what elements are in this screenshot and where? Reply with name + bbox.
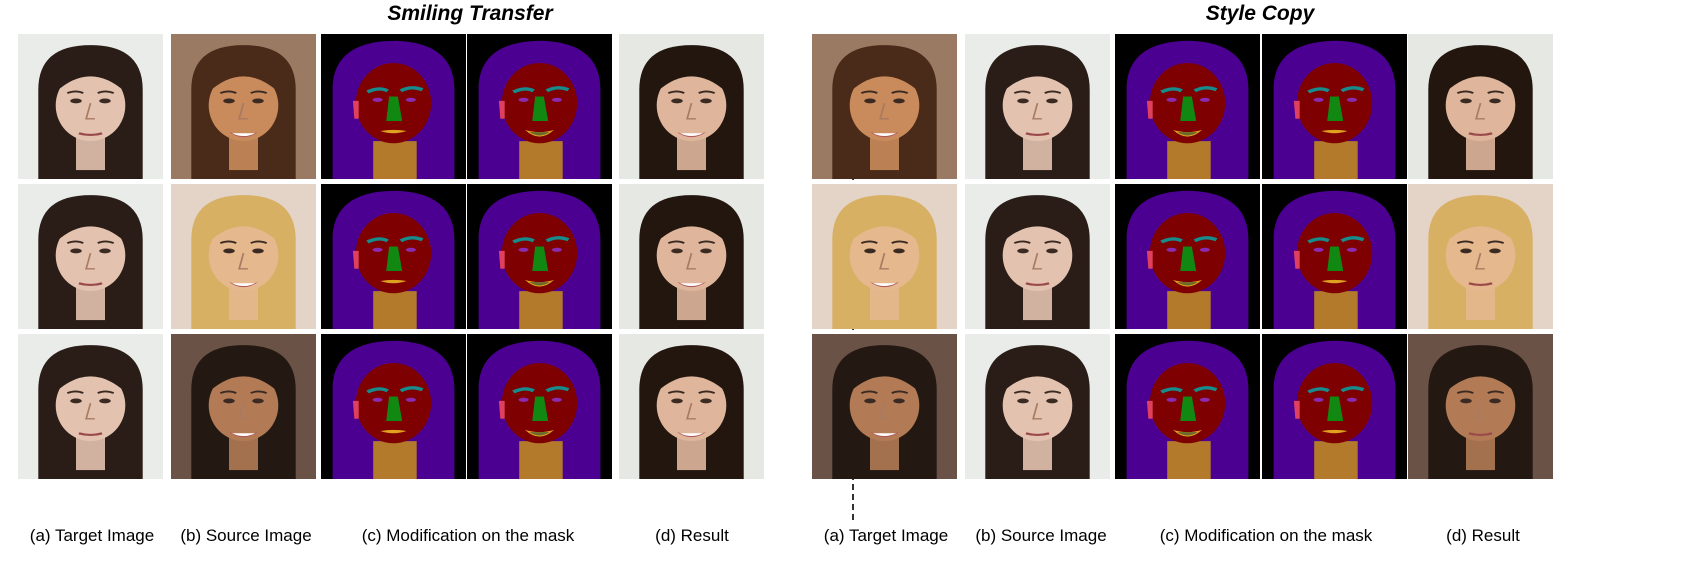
segmentation-mask-mask-modified-left-row-3 [467,334,612,479]
segmentation-mask-mask-target-right-row-3 [1262,334,1407,479]
face-image-source-right-row-2 [965,184,1110,329]
face-image-result-right-row-2 [1408,184,1553,329]
face-image-source-right-row-3 [965,334,1110,479]
segmentation-mask-mask-source-right-row-3 [1115,334,1260,479]
face-image-result-left-row-1 [619,34,764,179]
face-image-target-left-row-1 [18,34,163,179]
label-source-image-left: (b) Source Image [180,526,312,545]
label-result-left: (d) Result [655,526,729,545]
face-image-source-left-row-2 [171,184,316,329]
face-image-source-left-row-1 [171,34,316,179]
label-target-image-left: (a) Target Image [29,526,155,545]
segmentation-mask-mask-modified-left-row-1 [467,34,612,179]
segmentation-mask-mask-target-right-row-2 [1262,184,1407,329]
face-image-source-right-row-1 [965,34,1110,179]
face-image-target-right-row-3 [812,334,957,479]
label-result-right: (d) Result [1446,526,1520,545]
face-image-source-left-row-3 [171,334,316,479]
face-image-result-left-row-3 [619,334,764,479]
segmentation-mask-mask-target-right-row-1 [1262,34,1407,179]
segmentation-mask-mask-original-left-row-3 [321,334,466,479]
label-mask-modification-left: (c) Modification on the mask [361,526,575,545]
panel-title-style-copy: Style Copy [1205,2,1315,25]
label-mask-modification-right: (c) Modification on the mask [1159,526,1373,545]
face-image-result-right-row-1 [1408,34,1553,179]
label-source-image-right: (b) Source Image [975,526,1107,545]
face-image-target-left-row-3 [18,334,163,479]
segmentation-mask-mask-source-right-row-2 [1115,184,1260,329]
segmentation-mask-mask-original-left-row-1 [321,34,466,179]
segmentation-mask-mask-original-left-row-2 [321,184,466,329]
face-image-target-right-row-2 [812,184,957,329]
segmentation-mask-mask-modified-left-row-2 [467,184,612,329]
face-image-result-left-row-2 [619,184,764,329]
face-image-result-right-row-3 [1408,334,1553,479]
label-target-image-right: (a) Target Image [823,526,949,545]
segmentation-mask-mask-source-right-row-1 [1115,34,1260,179]
panel-title-smiling-transfer: Smiling Transfer [387,2,553,25]
face-image-target-left-row-2 [18,184,163,329]
face-image-target-right-row-1 [812,34,957,179]
